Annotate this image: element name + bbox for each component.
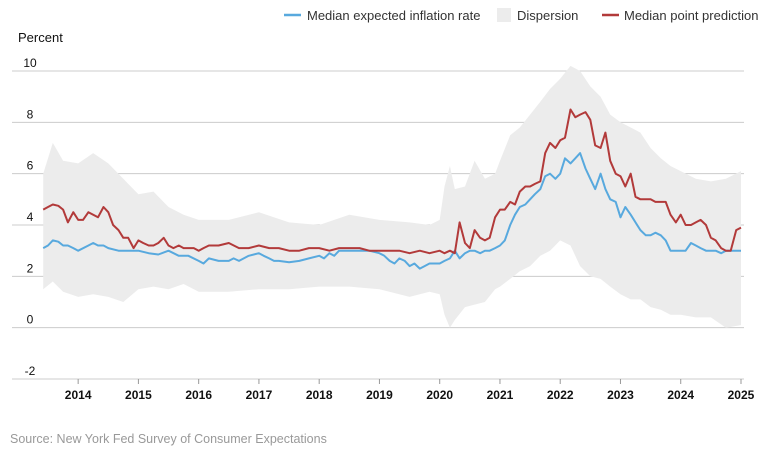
x-tick-label: 2024 [667,388,694,402]
series-layer [42,108,742,270]
x-tick-label: 2021 [487,388,514,402]
y-tick-layer: 10 8 6 4 2 0 -2 [23,56,37,378]
x-tick-label: 2025 [728,388,755,402]
x-tick-label: 2018 [306,388,333,402]
x-tick-label: 2023 [607,388,634,402]
x-tick-label: 2017 [246,388,273,402]
x-tick-label: 2020 [426,388,453,402]
y-tick-label: 6 [27,159,34,173]
y-tick-label: 8 [27,107,34,121]
x-tick-label: 2022 [547,388,574,402]
legend-point-label: Median point prediction [624,8,758,23]
x-tick-label: 2019 [366,388,393,402]
x-tick-layer: 2014 2015 2016 2017 2018 2019 2020 2021 2022 2023… [65,379,755,402]
legend-dispersion-swatch [497,8,511,22]
y-tick-label: -2 [25,364,36,378]
legend-dispersion-label: Dispersion [517,8,578,23]
y-tick-label: 0 [27,313,34,327]
legend-item-dispersion[interactable]: Dispersion [497,8,578,23]
legend-median-label: Median expected inflation rate [307,8,480,23]
median-expected-inflation-line [42,152,741,270]
source-note: Source: New York Fed Survey of Consumer … [10,432,327,446]
legend-item-point[interactable]: Median point prediction [602,8,758,23]
y-tick-label: 10 [23,56,37,70]
y-tick-label: 2 [27,261,34,275]
y-tick-label: 4 [27,210,34,224]
legend: Median expected inflation rate Dispersio… [284,8,758,23]
median-point-prediction-line [42,108,742,255]
x-tick-label: 2015 [125,388,152,402]
legend-item-median[interactable]: Median expected inflation rate [284,8,480,23]
x-tick-label: 2014 [65,388,92,402]
y-unit-label: Percent [18,30,63,45]
x-tick-label: 2016 [185,388,212,402]
